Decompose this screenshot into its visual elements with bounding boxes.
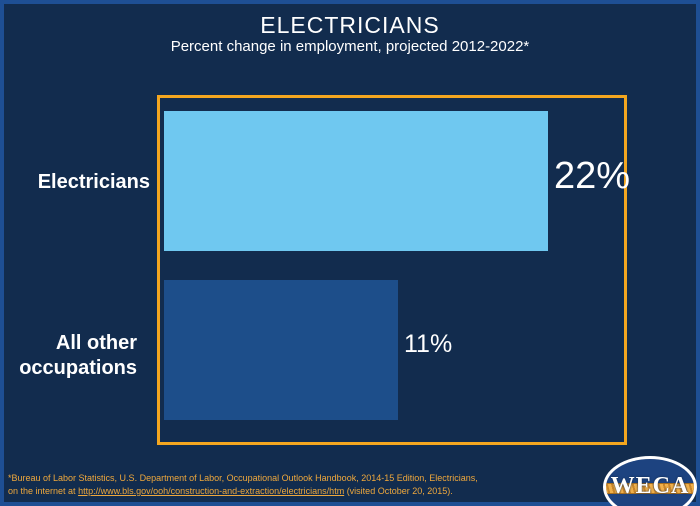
weca-logo: WECA	[603, 456, 697, 506]
logo-rope-band	[606, 483, 694, 494]
value-label-electricians: 22%	[554, 155, 631, 197]
citation-line-2-prefix: on the internet at	[8, 486, 79, 496]
bar-other-occupations	[164, 280, 398, 420]
category-label-electricians: Electricians	[37, 171, 150, 193]
source-citation: *Bureau of Labor Statistics, U.S. Depart…	[8, 472, 568, 498]
citation-line-1: *Bureau of Labor Statistics, U.S. Depart…	[8, 472, 568, 485]
citation-line-1-text: *Bureau of Labor Statistics, U.S. Depart…	[8, 473, 478, 483]
page-subtitle: Percent change in employment, projected …	[170, 38, 530, 55]
citation-link[interactable]: http://www.bls.gov/ooh/construction-and-…	[78, 486, 345, 496]
category-label-other-occupations: All other occupations	[19, 332, 137, 379]
citation-line-2-suffix: (visited October 20, 2015).	[344, 486, 453, 496]
bar-electricians	[164, 111, 548, 251]
value-label-other-occupations: 11%	[404, 330, 453, 358]
chart-plot-area	[157, 95, 627, 445]
logo-text: WECA	[610, 473, 690, 499]
citation-line-2: on the internet at http://www.bls.gov/oo…	[8, 485, 568, 498]
page-title: ELECTRICIANS	[260, 12, 440, 38]
